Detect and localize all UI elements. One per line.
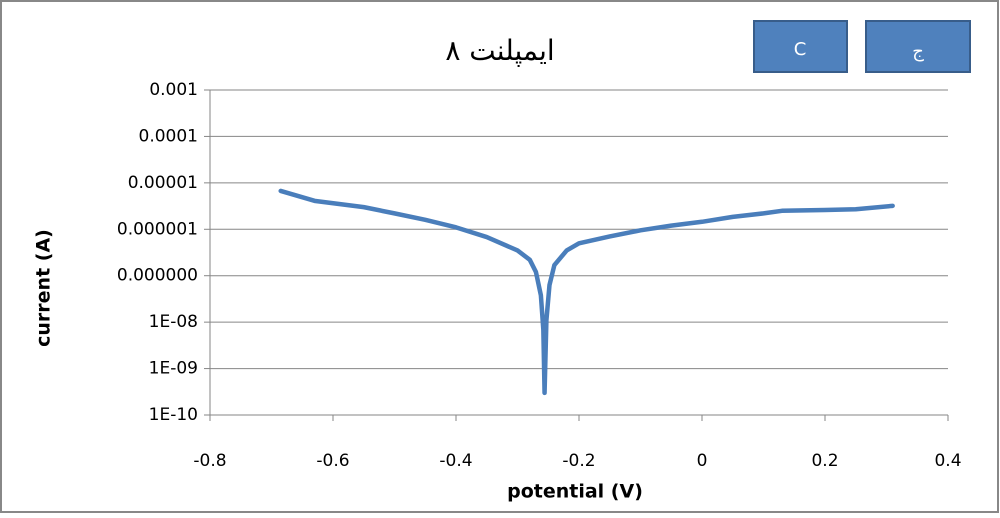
button[interactable] [865, 20, 971, 73]
data-line [278, 188, 895, 396]
button-label[interactable]: ج [912, 41, 924, 62]
y-tick-label: 1E-08 [149, 312, 198, 332]
y-tick-label: 0.001 [149, 80, 198, 100]
y-tick-label: 0.00001 [128, 173, 198, 193]
x-tick-label: 0 [697, 451, 708, 471]
x-tick-label: -0.8 [193, 451, 226, 471]
y-tick-label: 1E-10 [149, 405, 198, 425]
y-axis-label: current (A) [33, 229, 55, 347]
y-tick-label: 0.0001 [139, 126, 198, 146]
x-tick-label: 0.2 [811, 451, 838, 471]
x-tick-label: -0.2 [562, 451, 595, 471]
x-tick-label: 0.4 [934, 451, 961, 471]
y-tick-label: 0.000000 [117, 266, 198, 286]
x-tick-label: -0.4 [439, 451, 472, 471]
button[interactable] [753, 20, 848, 73]
button-label[interactable]: C [794, 39, 807, 60]
x-tick-label: -0.6 [316, 451, 349, 471]
y-tick-label: 0.000001 [117, 219, 198, 239]
y-tick-label: 1E-09 [149, 359, 198, 379]
chart-title: ايمپلنت ٨ [445, 34, 554, 67]
x-axis-label: potential (V) [507, 481, 643, 503]
